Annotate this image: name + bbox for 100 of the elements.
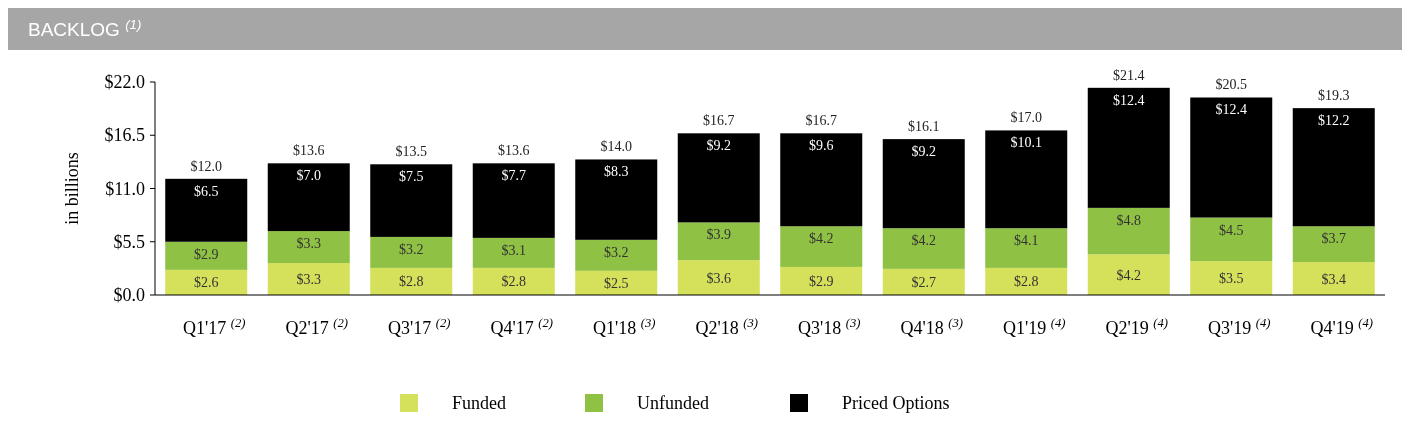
data-label: $4.5	[1219, 222, 1244, 238]
bar	[1087, 87, 1170, 208]
bar	[472, 237, 555, 268]
data-label: $2.9	[809, 273, 834, 289]
bar	[1292, 262, 1375, 295]
data-label: $3.5	[1219, 271, 1244, 287]
data-label: $6.5	[194, 183, 219, 199]
bar	[1087, 254, 1170, 295]
data-label: $7.7	[501, 168, 526, 184]
legend-label: Unfunded	[637, 393, 709, 413]
data-label: $4.8	[1116, 212, 1141, 228]
data-label: $2.8	[399, 274, 424, 290]
bar	[575, 239, 658, 271]
bar	[985, 130, 1068, 229]
bar	[780, 266, 863, 295]
bar	[1087, 207, 1170, 255]
bar	[1292, 226, 1375, 263]
legend-label: Priced Options	[842, 393, 950, 413]
data-label: $2.8	[501, 274, 526, 290]
x-tick-label: Q4'17 $^{(2)}$	[490, 316, 553, 338]
data-label: $3.7	[1321, 231, 1346, 247]
data-label: $12.4	[1113, 92, 1145, 108]
data-label: $9.2	[706, 138, 731, 154]
x-tick-label: Q3'19 $^{(4)}$	[1208, 316, 1271, 338]
bar	[1190, 261, 1273, 295]
y-axis-title: in billions	[62, 152, 82, 225]
data-label: $3.3	[296, 236, 321, 252]
bar	[1190, 217, 1273, 262]
total-label: $13.6	[498, 143, 530, 159]
bar	[882, 139, 965, 229]
x-tick-label: Q3'17 $^{(2)}$	[388, 316, 451, 338]
data-label: $8.3	[604, 164, 629, 180]
bar	[472, 163, 555, 238]
data-label: $3.1	[501, 242, 526, 258]
bar	[780, 133, 863, 227]
total-label: $13.6	[293, 143, 325, 159]
bar	[882, 228, 965, 269]
data-label: $7.0	[296, 168, 321, 184]
y-tick-label: $0.0	[113, 285, 145, 305]
total-label: $20.5	[1215, 77, 1247, 93]
x-tick-label: Q2'19 $^{(4)}$	[1105, 316, 1168, 338]
bar	[677, 222, 760, 261]
y-tick-label: $16.5	[104, 125, 145, 146]
total-label: $16.7	[805, 113, 837, 129]
bar	[985, 228, 1068, 268]
x-tick-label: Q1'18 $^{(3)}$	[593, 316, 656, 338]
data-label: $4.1	[1014, 233, 1039, 249]
bar	[780, 226, 863, 267]
data-label: $3.2	[399, 241, 424, 257]
total-label: $16.1	[908, 119, 940, 135]
data-label: $3.3	[296, 272, 321, 288]
y-tick-label: $22.0	[104, 72, 145, 92]
bar	[165, 241, 248, 270]
bar	[370, 164, 453, 237]
x-tick-label: Q1'17 $^{(2)}$	[183, 316, 246, 338]
x-tick-label: Q4'18 $^{(3)}$	[900, 316, 963, 338]
total-label: $13.5	[395, 144, 427, 160]
data-label: $2.8	[1014, 274, 1039, 290]
data-label: $9.2	[911, 144, 936, 160]
bar	[267, 231, 350, 264]
total-label: $21.4	[1113, 67, 1145, 83]
bar	[267, 263, 350, 295]
data-label: $4.2	[911, 233, 936, 249]
data-label: $9.6	[809, 138, 834, 154]
bar	[370, 236, 453, 268]
data-label: $2.6	[194, 275, 219, 291]
y-tick-label: $5.5	[113, 231, 145, 252]
bar	[677, 260, 760, 295]
total-label: $19.3	[1318, 88, 1350, 104]
data-label: $2.7	[911, 274, 936, 290]
total-label: $16.7	[703, 113, 735, 129]
bar	[575, 159, 658, 240]
data-label: $12.2	[1318, 113, 1350, 129]
bar	[1292, 108, 1375, 227]
data-label: $10.1	[1010, 135, 1042, 151]
x-tick-label: Q2'18 $^{(3)}$	[695, 316, 758, 338]
y-tick-label: $11.0	[105, 178, 145, 199]
data-label: $12.4	[1215, 102, 1247, 118]
data-label: $3.6	[706, 270, 731, 286]
bar	[267, 163, 350, 232]
total-label: $17.0	[1010, 110, 1042, 126]
bar	[882, 268, 965, 295]
total-label: $14.0	[600, 139, 632, 155]
data-label: $2.9	[194, 246, 219, 262]
data-label: $3.9	[706, 227, 731, 243]
bar	[1190, 97, 1273, 218]
x-tick-label: Q3'18 $^{(3)}$	[798, 316, 861, 338]
x-tick-label: Q1'19 $^{(4)}$	[1003, 316, 1066, 338]
bar	[677, 133, 760, 223]
data-label: $2.5	[604, 275, 629, 291]
total-label: $12.0	[190, 158, 222, 174]
data-label: $3.2	[604, 244, 629, 260]
legend-label: Funded	[452, 393, 506, 413]
data-label: $4.2	[1116, 267, 1141, 283]
x-tick-label: Q2'17 $^{(2)}$	[285, 316, 348, 338]
data-label: $4.2	[809, 231, 834, 247]
x-tick-label: Q4'19 $^{(4)}$	[1310, 316, 1373, 338]
bar	[165, 178, 248, 242]
data-label: $7.5	[399, 169, 424, 185]
data-label: $3.4	[1321, 271, 1346, 287]
